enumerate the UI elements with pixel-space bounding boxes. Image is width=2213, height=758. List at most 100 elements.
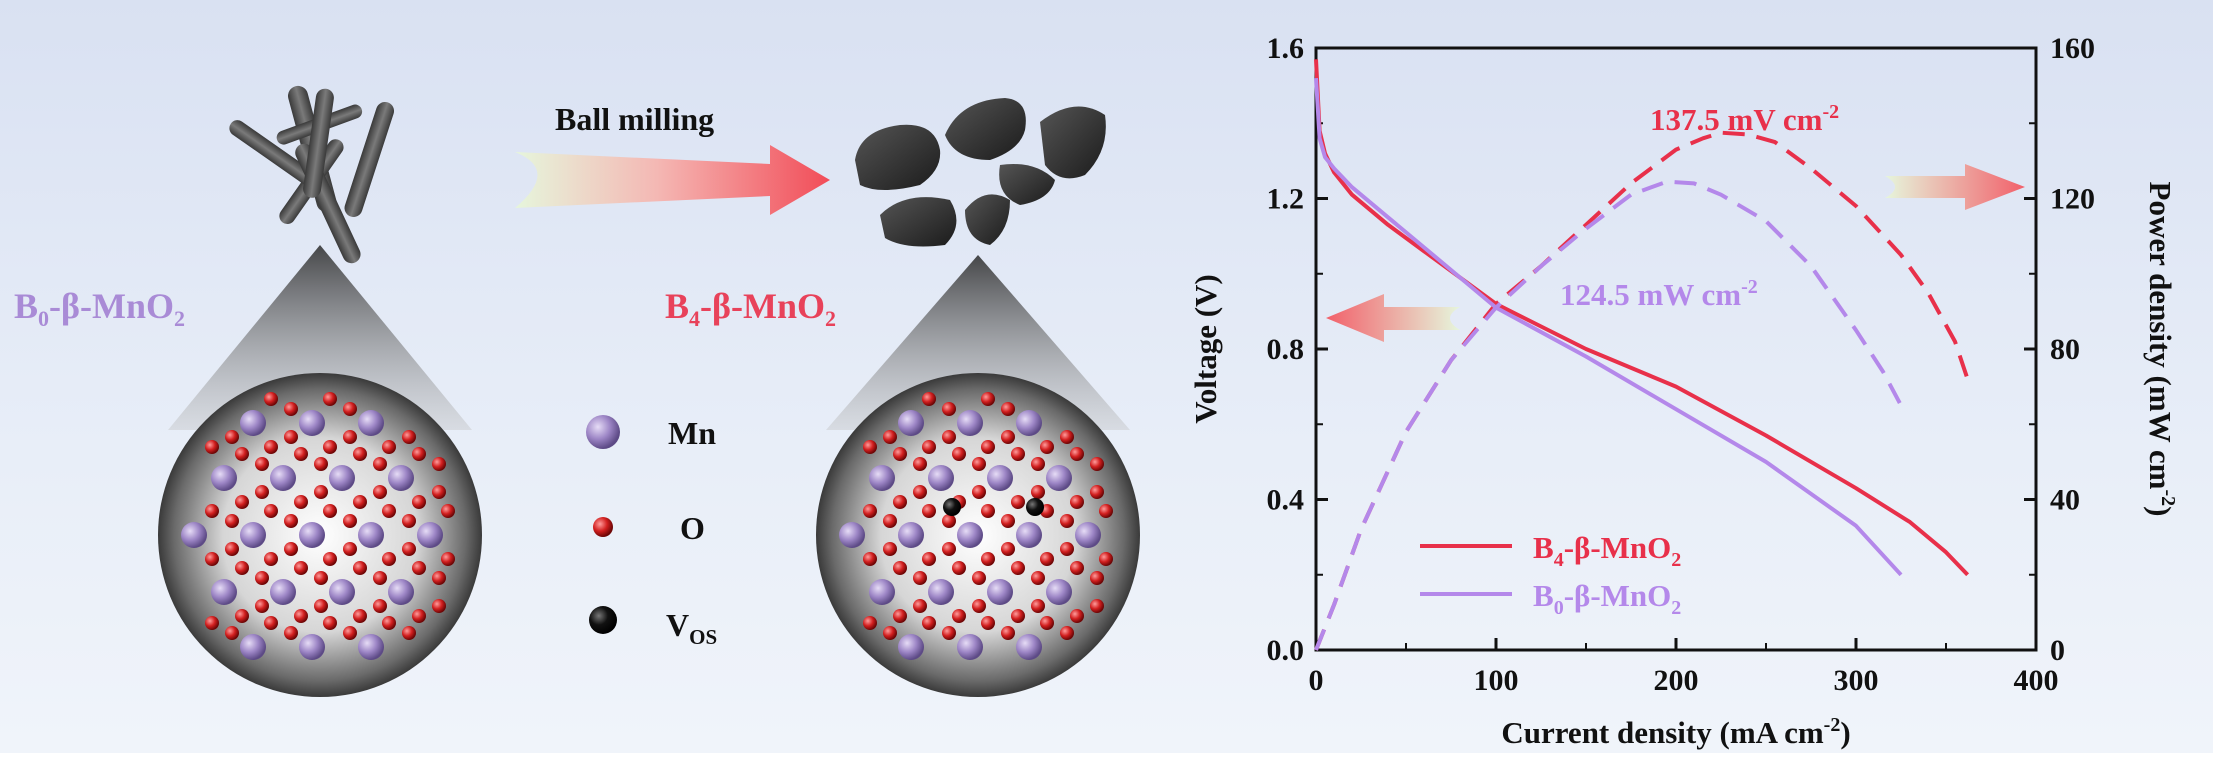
o-atom <box>343 402 357 416</box>
x-tick-label: 200 <box>1654 664 1699 697</box>
power-axis-pointer-arrow <box>1885 164 2025 210</box>
y2-tick-label: 0 <box>2050 634 2065 667</box>
mn-atom <box>898 410 924 436</box>
o-atom <box>382 552 396 566</box>
y2-tick-label: 120 <box>2050 183 2095 216</box>
o-atom <box>255 571 269 585</box>
oxygen-vacancy <box>1026 498 1044 516</box>
o-atom <box>972 599 986 613</box>
left-panel: B0-β-MnO2 Ball milling B4-β-MnO2 Mn O <box>14 85 1140 697</box>
o-legend-label: O <box>680 510 705 546</box>
milled-particles-illustration <box>855 98 1106 247</box>
o-atom <box>1031 485 1045 499</box>
o-atom <box>1090 457 1104 471</box>
o-atom <box>1001 402 1015 416</box>
nanorods-illustration <box>229 85 395 264</box>
o-atom <box>235 495 249 509</box>
o-atom <box>255 599 269 613</box>
y2-tick-label: 40 <box>2050 484 2080 517</box>
mn-atom <box>211 579 237 605</box>
o-atom <box>402 514 416 528</box>
o-atom <box>972 457 986 471</box>
series-layer <box>1314 59 1970 651</box>
mn-atom <box>358 410 384 436</box>
y-tick-label: 0.8 <box>1267 333 1305 366</box>
mn-atom <box>270 579 296 605</box>
o-atom <box>922 616 936 630</box>
o-atom <box>1070 495 1084 509</box>
x-tick-label: 300 <box>1834 664 1879 697</box>
o-atom <box>1031 599 1045 613</box>
b4-peak-label: 137.5 mV cm-2 <box>1650 101 1839 137</box>
ball-milling-arrow <box>515 145 830 215</box>
o-atom <box>1040 440 1054 454</box>
oxygen-vacancy <box>943 498 961 516</box>
o-atom <box>1011 447 1025 461</box>
mn-atom <box>299 522 325 548</box>
o-atom <box>323 392 337 406</box>
o-atom <box>373 599 387 613</box>
o-atom <box>205 504 219 518</box>
o-atom <box>1011 495 1025 509</box>
y2-tick-label: 160 <box>2050 32 2095 65</box>
o-atom <box>314 571 328 585</box>
o-atom <box>343 626 357 640</box>
o-atom <box>225 430 239 444</box>
o-atom <box>264 616 278 630</box>
o-atom <box>235 609 249 623</box>
mn-atom <box>987 465 1013 491</box>
polarization-chart: 0 100 200 300 400 0.0 0.4 0.8 1.2 1.6 0 40 80 120 16… <box>1188 32 2179 750</box>
x-tick-label: 100 <box>1474 664 1519 697</box>
o-atom <box>972 485 986 499</box>
o-atom <box>942 514 956 528</box>
mn-atom <box>987 579 1013 605</box>
o-atom <box>284 514 298 528</box>
y-axis-left: 0.0 0.4 0.8 1.2 1.6 <box>1267 32 1328 667</box>
mn-atom <box>388 465 414 491</box>
mn-atom <box>1075 522 1101 548</box>
o-atom <box>353 609 367 623</box>
o-atom <box>981 616 995 630</box>
o-atom <box>314 457 328 471</box>
mn-atom <box>898 634 924 660</box>
o-atom <box>972 571 986 585</box>
o-atom <box>893 609 907 623</box>
mn-atom <box>388 579 414 605</box>
o-atom <box>225 626 239 640</box>
o-atom <box>402 542 416 556</box>
o-atom <box>255 485 269 499</box>
o-atom <box>264 440 278 454</box>
o-atom <box>1040 552 1054 566</box>
o-atom <box>255 457 269 471</box>
o-atom <box>412 447 426 461</box>
o-atom <box>402 626 416 640</box>
o-atom <box>382 504 396 518</box>
o-atom <box>264 504 278 518</box>
power-curve-b0 <box>1314 179 1903 651</box>
mn-atom <box>928 465 954 491</box>
o-atom <box>922 504 936 518</box>
x-tick-label: 400 <box>2014 664 2059 697</box>
o-atom <box>205 552 219 566</box>
o-atom <box>883 542 897 556</box>
o-atom <box>235 447 249 461</box>
voltage-curve-b0 <box>1314 77 1903 577</box>
milled-label: B4-β-MnO2 <box>665 286 836 331</box>
o-atom <box>883 430 897 444</box>
mn-atom <box>299 634 325 660</box>
o-atom <box>1031 457 1045 471</box>
o-atom <box>893 495 907 509</box>
o-atom <box>1060 542 1074 556</box>
mn-atom <box>1046 465 1072 491</box>
mn-atom <box>329 465 355 491</box>
o-atom <box>225 542 239 556</box>
mn-atom <box>181 522 207 548</box>
o-atom <box>1099 552 1113 566</box>
o-atom <box>382 440 396 454</box>
o-atom <box>981 440 995 454</box>
o-atom <box>432 599 446 613</box>
o-atom <box>402 430 416 444</box>
o-atom <box>1011 561 1025 575</box>
x-axis: 0 100 200 300 400 <box>1309 638 2059 697</box>
o-atom <box>382 616 396 630</box>
